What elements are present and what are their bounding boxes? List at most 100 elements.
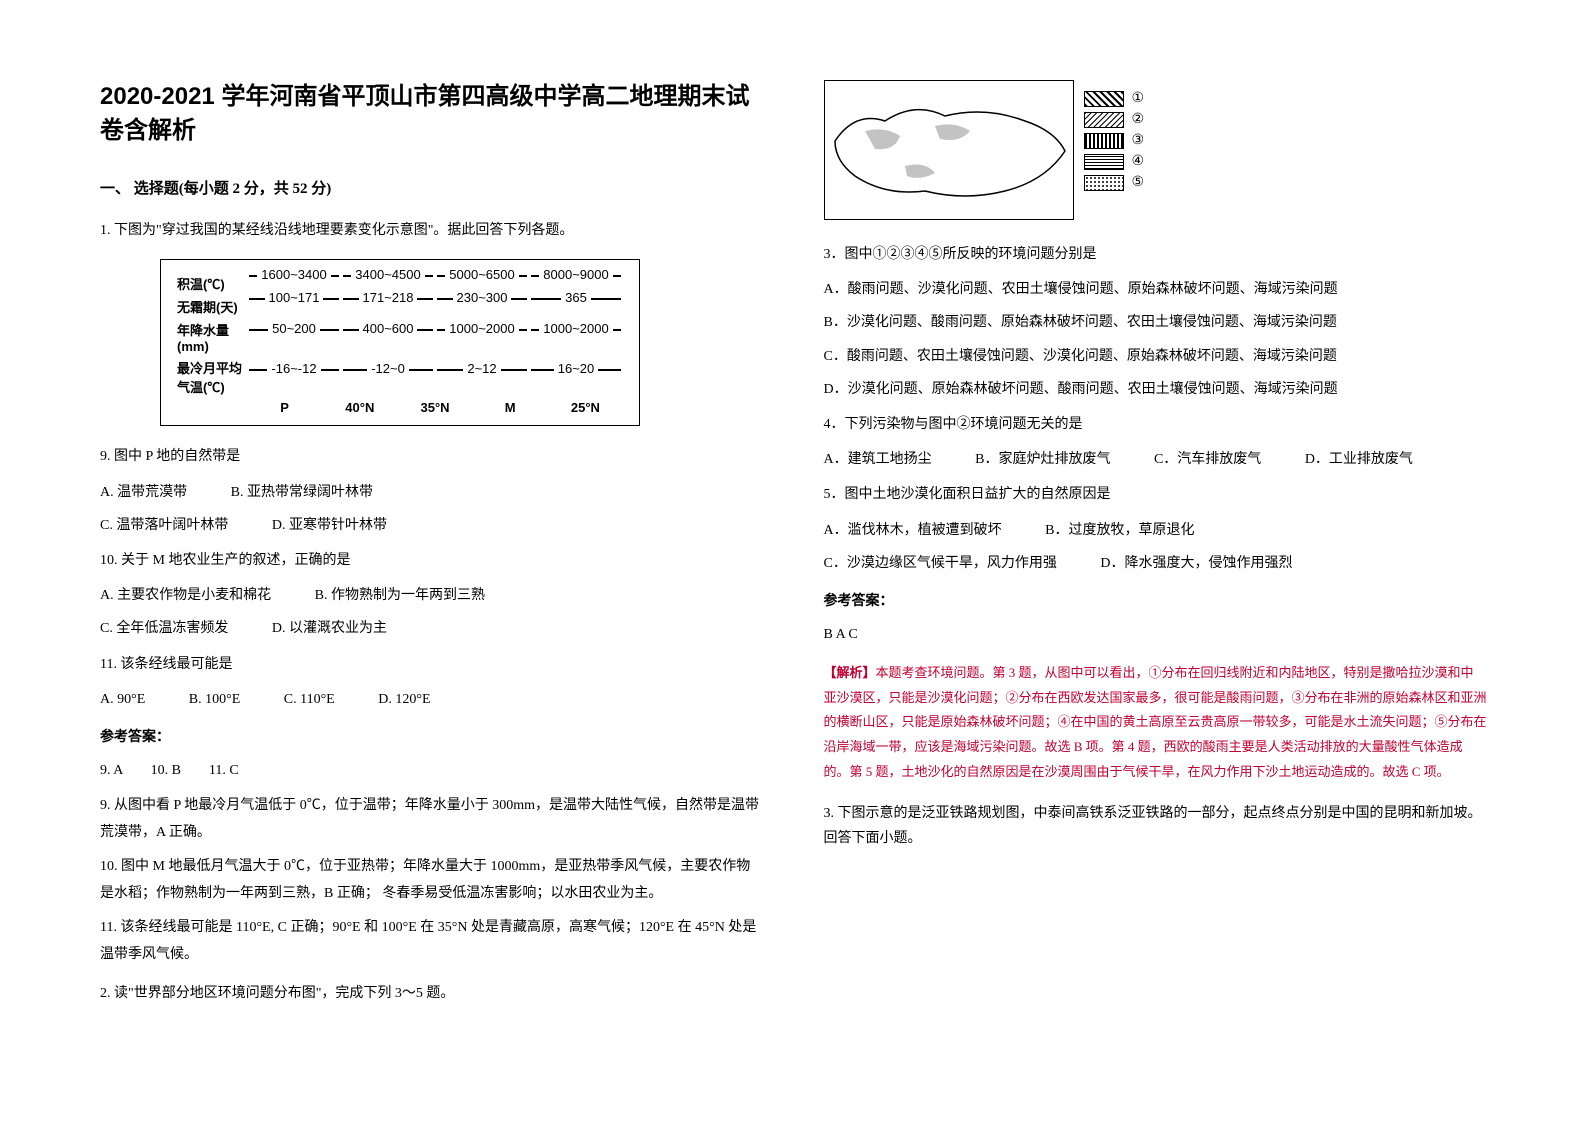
option-row: C. 温带落叶阔叶林带 D. 亚寒带针叶林带 <box>100 513 764 538</box>
option: B. 100°E <box>189 687 241 712</box>
sub-question: 9. 图中 P 地的自然带是 <box>100 444 764 469</box>
explanation: 11. 该条经线最可能是 110°E, C 正确；90°E 和 100°E 在 … <box>100 915 764 968</box>
answer-line: 9. A 10. B 11. C <box>100 758 764 783</box>
legend-label: ① <box>1132 90 1145 107</box>
sub-question: 3．图中①②③④⑤所反映的环境问题分别是 <box>824 242 1488 267</box>
option: C．酸雨问题、农田土壤侵蚀问题、沙漠化问题、原始森林破坏问题、海域污染问题 <box>824 344 1488 369</box>
axis-tick: 40°N <box>322 400 397 415</box>
left-column: 2020-2021 学年河南省平顶山市第四高级中学高二地理期末试卷含解析 一、 … <box>100 80 764 1082</box>
right-column: ① ② ③ ④ ⑤ 3．图中①②③④⑤所反映的环境问题分别是 A．酸雨问题、沙漠… <box>824 80 1488 1082</box>
answer-heading: 参考答案： <box>100 726 764 746</box>
chart-label: 无霜期(天) <box>177 297 247 316</box>
chart-label: 积温(℃) <box>177 274 247 293</box>
option-row: C. 全年低温冻害频发 D. 以灌溉农业为主 <box>100 616 764 641</box>
sub-question: 5．图中土地沙漠化面积日益扩大的自然原因是 <box>824 482 1488 507</box>
legend-label: ③ <box>1132 132 1145 149</box>
chart-val: -12~0 <box>367 361 409 376</box>
legend-item: ① <box>1084 90 1145 107</box>
option: D．沙漠化问题、原始森林破坏问题、酸雨问题、农田土壤侵蚀问题、海域污染问题 <box>824 377 1488 402</box>
axis-tick: 35°N <box>397 400 472 415</box>
chart-row: 最冷月平均气温(℃) -16~-12 -12~0 2~12 16~20 <box>177 358 623 396</box>
option-row: A. 主要农作物是小麦和棉花 B. 作物熟制为一年两到三熟 <box>100 583 764 608</box>
answer-heading: 参考答案： <box>824 590 1488 610</box>
chart-val: 50~200 <box>268 321 320 336</box>
option: D. 亚寒带针叶林带 <box>272 513 387 538</box>
chart-row: 年降水量(mm) 50~200 400~600 1000~2000 1000~2… <box>177 320 623 354</box>
analysis-label: 【解析】 <box>824 665 876 680</box>
swatch-icon <box>1084 175 1124 191</box>
chart-val: 3400~4500 <box>351 267 424 282</box>
legend-item: ④ <box>1084 153 1145 170</box>
option: A．酸雨问题、沙漠化问题、农田土壤侵蚀问题、原始森林破坏问题、海域污染问题 <box>824 277 1488 302</box>
sub-question: 11. 该条经线最可能是 <box>100 652 764 677</box>
explanation: 10. 图中 M 地最低月气温大于 0℃，位于亚热带；年降水量大于 1000mm… <box>100 854 764 907</box>
chart-val: 1600~3400 <box>257 267 330 282</box>
chart-row: 无霜期(天) 100~171 171~218 230~300 365 <box>177 297 623 316</box>
swatch-icon <box>1084 154 1124 170</box>
axis-tick: 25°N <box>548 400 623 415</box>
option-row: A．滥伐林木，植被遭到破坏 B．过度放牧，草原退化 <box>824 518 1488 543</box>
chart-val: 100~171 <box>265 290 324 305</box>
option: C．汽车排放废气 <box>1154 447 1261 472</box>
legend-item: ⑤ <box>1084 174 1145 191</box>
option-row: A．建筑工地扬尘 B．家庭炉灶排放废气 C．汽车排放废气 D．工业排放废气 <box>824 447 1488 472</box>
legend-label: ⑤ <box>1132 174 1145 191</box>
q1-chart: 积温(℃) 1600~3400 3400~4500 5000~6500 8000… <box>160 259 640 426</box>
explanation: 9. 从图中看 P 地最冷月气温低于 0℃，位于温带；年降水量小于 300mm，… <box>100 793 764 846</box>
analysis-text: 本题考查环境问题。第 3 题，从图中可以看出，①分布在回归线附近和内陆地区，特别… <box>824 665 1487 779</box>
answer-line: B A C <box>824 622 1488 647</box>
legend-item: ② <box>1084 111 1145 128</box>
option: B．过度放牧，草原退化 <box>1045 518 1194 543</box>
legend-label: ④ <box>1132 153 1145 170</box>
map-legend: ① ② ③ ④ ⑤ <box>1084 86 1145 195</box>
option: D．降水强度大，侵蚀作用强烈 <box>1100 551 1292 576</box>
chart-label: 年降水量(mm) <box>177 320 247 354</box>
chart-val: 5000~6500 <box>445 267 518 282</box>
chart-val: 230~300 <box>453 290 512 305</box>
swatch-icon <box>1084 91 1124 107</box>
option: C. 全年低温冻害频发 <box>100 616 228 641</box>
option: A. 90°E <box>100 687 145 712</box>
sub-question: 10. 关于 M 地农业生产的叙述，正确的是 <box>100 548 764 573</box>
option-row: C．沙漠边缘区气候干旱，风力作用强 D．降水强度大，侵蚀作用强烈 <box>824 551 1488 576</box>
q2-stem: 2. 读"世界部分地区环境问题分布图"，完成下列 3～5 题。 <box>100 981 764 1006</box>
option: A．滥伐林木，植被遭到破坏 <box>824 518 1002 543</box>
sub-question: 4．下列污染物与图中②环境问题无关的是 <box>824 412 1488 437</box>
swatch-icon <box>1084 112 1124 128</box>
option: A. 主要农作物是小麦和棉花 <box>100 583 271 608</box>
option: B．沙漠化问题、酸雨问题、原始森林破坏问题、农田土壤侵蚀问题、海域污染问题 <box>824 310 1488 335</box>
option-row: A. 温带荒漠带 B. 亚热带常绿阔叶林带 <box>100 480 764 505</box>
axis-tick: M <box>473 400 548 415</box>
legend-label: ② <box>1132 111 1145 128</box>
analysis-block: 【解析】本题考查环境问题。第 3 题，从图中可以看出，①分布在回归线附近和内陆地… <box>824 661 1488 784</box>
section-heading: 一、 选择题(每小题 2 分，共 52 分) <box>100 177 764 198</box>
option: A. 温带荒漠带 <box>100 480 187 505</box>
chart-axis: P 40°N 35°N M 25°N <box>247 400 623 415</box>
option: C. 110°E <box>284 687 335 712</box>
map-legend-row: ① ② ③ ④ ⑤ <box>824 80 1488 236</box>
option: A．建筑工地扬尘 <box>824 447 932 472</box>
option-row: A. 90°E B. 100°E C. 110°E D. 120°E <box>100 687 764 712</box>
chart-val: 16~20 <box>554 361 599 376</box>
chart-val: 1000~2000 <box>539 321 612 336</box>
doc-title: 2020-2021 学年河南省平顶山市第四高级中学高二地理期末试卷含解析 <box>100 80 764 147</box>
chart-label: 最冷月平均气温(℃) <box>177 358 247 396</box>
chart-val: -16~-12 <box>267 361 320 376</box>
axis-tick: P <box>247 400 322 415</box>
option: C. 温带落叶阔叶林带 <box>100 513 228 538</box>
option: D．工业排放废气 <box>1305 447 1413 472</box>
option: D. 以灌溉农业为主 <box>272 616 387 641</box>
chart-val: 171~218 <box>359 290 418 305</box>
option: D. 120°E <box>378 687 430 712</box>
chart-val: 1000~2000 <box>445 321 518 336</box>
chart-val: 8000~9000 <box>539 267 612 282</box>
q1-stem: 1. 下图为"穿过我国的某经线沿线地理要素变化示意图"。据此回答下列各题。 <box>100 218 764 243</box>
option: B．家庭炉灶排放废气 <box>975 447 1110 472</box>
world-map-figure <box>824 80 1074 220</box>
option: C．沙漠边缘区气候干旱，风力作用强 <box>824 551 1057 576</box>
chart-val: 2~12 <box>463 361 500 376</box>
chart-val: 365 <box>561 290 591 305</box>
q3-stem: 3. 下图示意的是泛亚铁路规划图，中泰间高铁系泛亚铁路的一部分，起点终点分别是中… <box>824 801 1488 851</box>
chart-val: 400~600 <box>359 321 418 336</box>
option: B. 作物熟制为一年两到三熟 <box>315 583 485 608</box>
